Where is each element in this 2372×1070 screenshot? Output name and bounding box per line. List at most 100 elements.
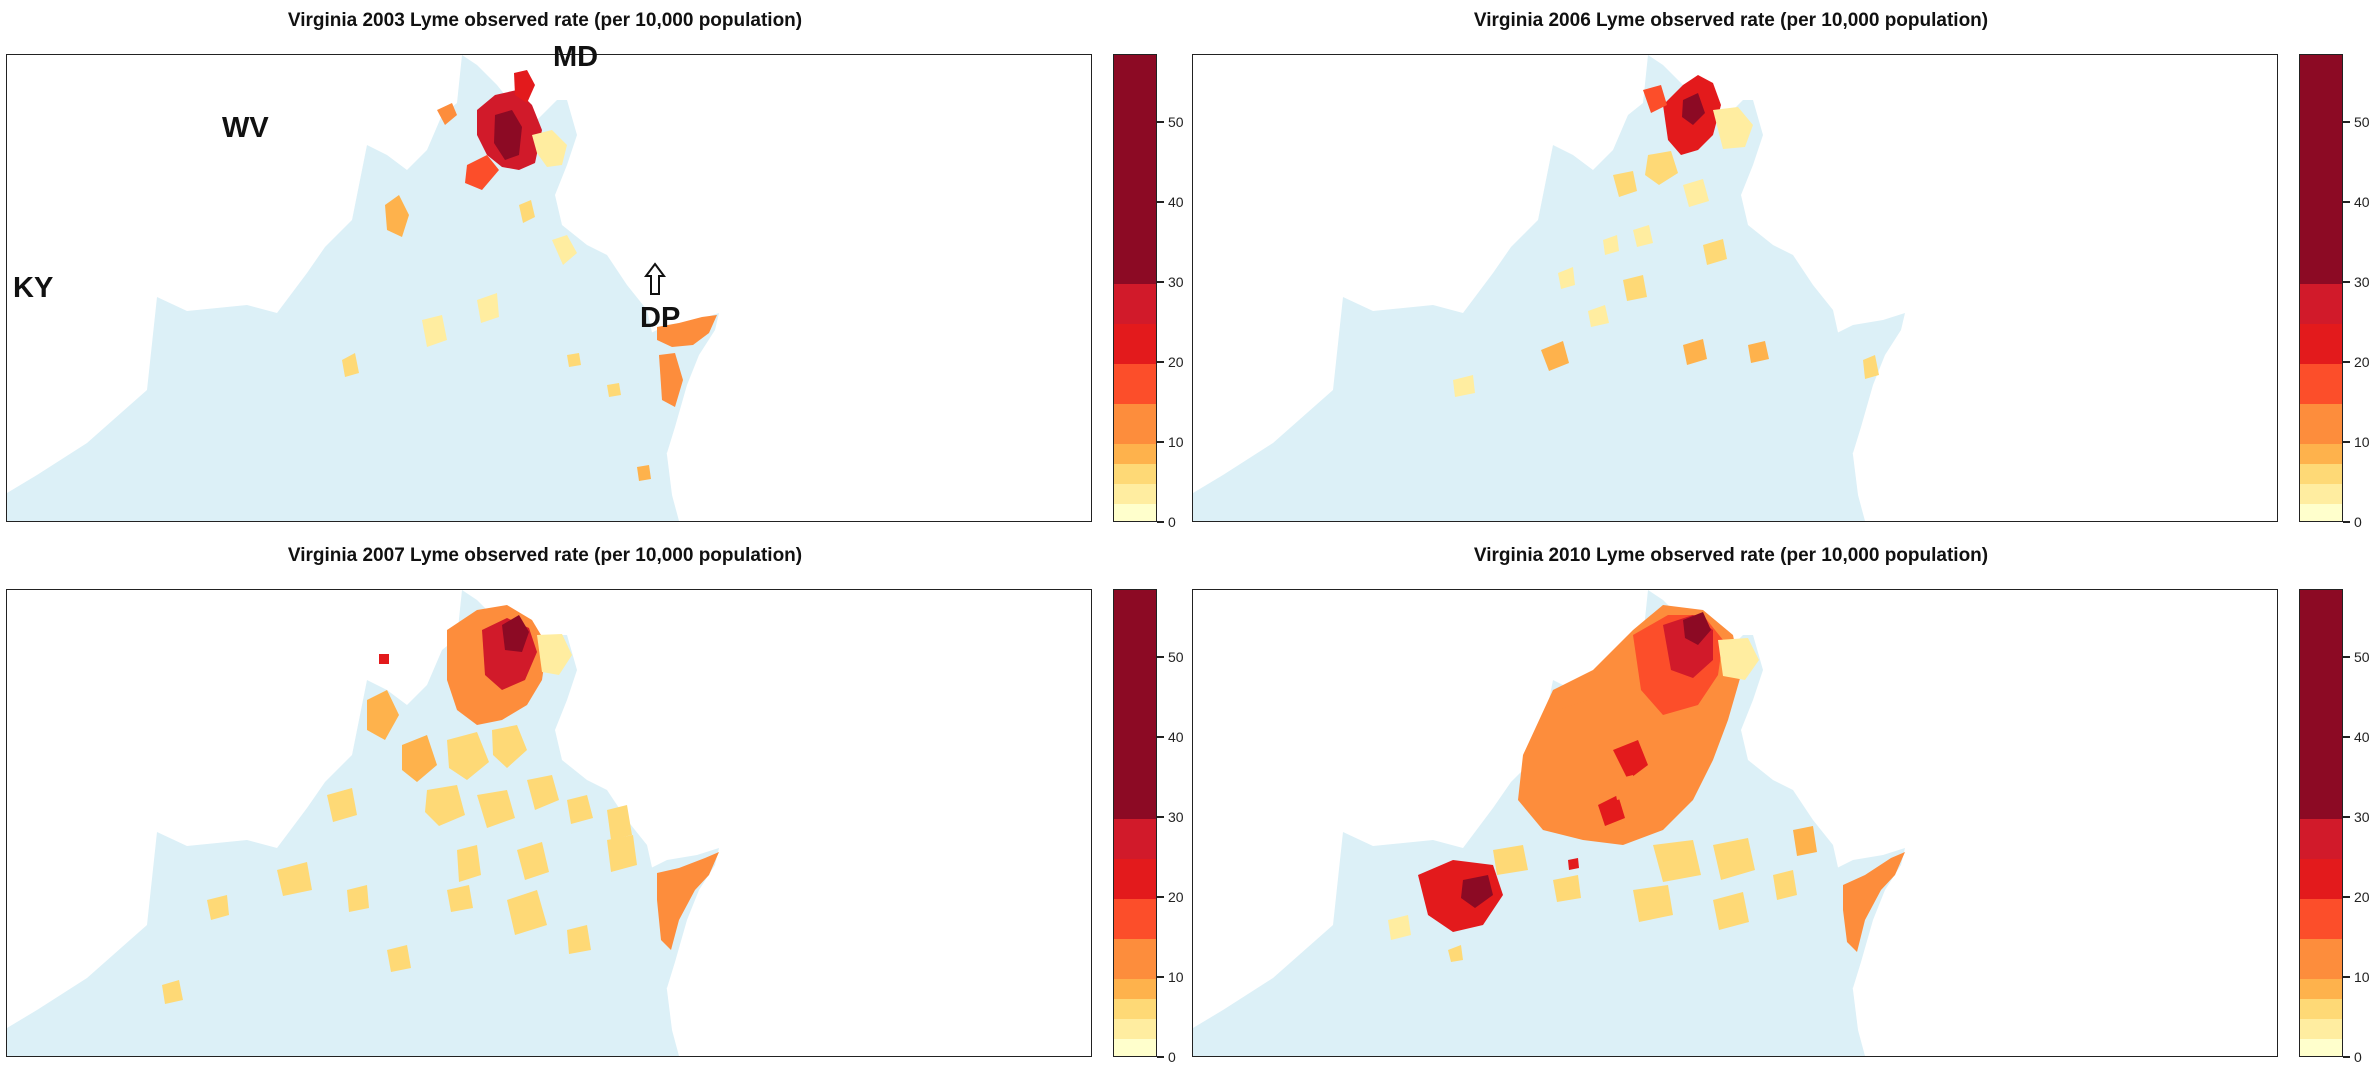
panel-title: Virginia 2003 Lyme observed rate (per 10… xyxy=(287,10,803,31)
region-fill xyxy=(1633,225,1653,247)
region-fill xyxy=(1683,612,1711,645)
colorbar-tick xyxy=(1157,441,1164,443)
colorbar-segment xyxy=(2300,403,2342,444)
colorbar-legend xyxy=(2299,589,2343,1057)
label-dp: DP xyxy=(640,302,681,334)
colorbar-segment xyxy=(2300,283,2342,324)
colorbar-tick-label: 0 xyxy=(1168,514,1176,530)
colorbar-tick-label: 0 xyxy=(2354,1049,2362,1065)
colorbar-legend xyxy=(1113,54,1157,522)
colorbar-segment xyxy=(2300,55,2342,284)
region-fill xyxy=(379,654,389,664)
colorbar-segment xyxy=(1114,818,1156,859)
region-fill xyxy=(1653,840,1701,882)
region-fill xyxy=(457,845,481,882)
region-fill xyxy=(1461,875,1493,908)
region-fill xyxy=(1588,305,1609,327)
label-ky: KY xyxy=(13,272,54,304)
panel-title: Virginia 2006 Lyme observed rate (per 10… xyxy=(1473,10,1989,31)
region-fill xyxy=(1388,915,1411,940)
colorbar-tick xyxy=(2343,441,2350,443)
region-fill xyxy=(1713,838,1755,880)
colorbar-tick-label: 50 xyxy=(2354,114,2370,130)
colorbar-segment xyxy=(1114,443,1156,464)
panel-title: Virginia 2010 Lyme observed rate (per 10… xyxy=(1473,545,1989,566)
colorbar-segment xyxy=(1114,1038,1156,1056)
region-fill xyxy=(659,353,683,407)
region-fill xyxy=(327,788,357,822)
region-fill xyxy=(1643,85,1667,113)
colorbar-segment xyxy=(1114,283,1156,324)
region-fill xyxy=(277,862,312,896)
region-fill xyxy=(1448,945,1463,962)
colorbar-tick xyxy=(1157,361,1164,363)
colorbar-tick-label: 30 xyxy=(1168,809,1184,825)
colorbar-segment xyxy=(2300,858,2342,899)
colorbar-tick-label: 30 xyxy=(1168,274,1184,290)
virginia-state-shape xyxy=(7,590,679,1056)
region-fill xyxy=(537,634,572,675)
colorbar-tick xyxy=(1157,816,1164,818)
colorbar-segment xyxy=(2300,503,2342,521)
panel-title: Virginia 2007 Lyme observed rate (per 10… xyxy=(287,545,803,566)
delmarva-peninsula-shape xyxy=(647,313,719,453)
region-fill xyxy=(492,725,527,768)
colorbar-tick-label: 10 xyxy=(1168,969,1184,985)
region-fill xyxy=(517,842,549,880)
region-fill xyxy=(162,980,183,1004)
colorbar-tick-label: 50 xyxy=(2354,649,2370,665)
colorbar-tick-label: 30 xyxy=(2354,809,2370,825)
region-fill xyxy=(1683,179,1709,207)
region-fill xyxy=(477,293,499,323)
region-fill xyxy=(1493,845,1528,875)
region-fill xyxy=(507,890,547,935)
colorbar-tick-label: 20 xyxy=(1168,889,1184,905)
map-frame xyxy=(1192,54,2278,522)
colorbar-segment xyxy=(1114,483,1156,504)
delmarva-peninsula-shape xyxy=(1833,313,1905,453)
region-fill xyxy=(447,885,473,912)
region-fill xyxy=(1748,341,1769,363)
region-fill xyxy=(1553,875,1581,902)
colorbar-tick-label: 40 xyxy=(1168,194,1184,210)
region-fill xyxy=(477,790,515,828)
colorbar-segment xyxy=(1114,463,1156,484)
region-fill xyxy=(422,315,447,347)
colorbar-segment xyxy=(1114,898,1156,939)
map-panel-2007: Virginia 2007 Lyme observed rate (per 10… xyxy=(0,535,1186,1070)
colorbar-tick xyxy=(2343,121,2350,123)
colorbar-segment xyxy=(2300,590,2342,819)
region-fill xyxy=(527,775,559,810)
colorbar-tick-label: 20 xyxy=(1168,354,1184,370)
colorbar-tick xyxy=(2343,896,2350,898)
colorbar-segment xyxy=(2300,938,2342,979)
colorbar-segment xyxy=(1114,323,1156,364)
region-fill xyxy=(607,805,632,840)
colorbar-legend xyxy=(2299,54,2343,522)
region-fill xyxy=(514,70,535,103)
region-fill xyxy=(1623,275,1647,301)
label-md: MD xyxy=(553,41,599,73)
region-fill xyxy=(1541,341,1569,371)
region-fill xyxy=(1558,267,1575,289)
colorbar-tick xyxy=(1157,656,1164,658)
region-fill xyxy=(1703,239,1727,265)
region-fill xyxy=(657,852,719,950)
colorbar-segment xyxy=(1114,998,1156,1019)
region-fill xyxy=(567,353,581,367)
colorbar-segment xyxy=(1114,1018,1156,1039)
region-fill xyxy=(567,795,593,824)
region-fill xyxy=(447,732,489,780)
map-panel-2003: Virginia 2003 Lyme observed rate (per 10… xyxy=(0,0,1186,535)
virginia-state-shape xyxy=(7,55,679,521)
colorbar-tick-label: 40 xyxy=(2354,729,2370,745)
colorbar-tick-label: 10 xyxy=(2354,434,2370,450)
region-fill xyxy=(607,835,637,872)
colorbar-segment xyxy=(1114,858,1156,899)
colorbar-tick xyxy=(1157,121,1164,123)
colorbar-tick xyxy=(1157,976,1164,978)
colorbar-tick-label: 50 xyxy=(1168,649,1184,665)
colorbar-tick-label: 50 xyxy=(1168,114,1184,130)
region-fill xyxy=(1683,339,1707,365)
region-fill xyxy=(1718,638,1759,680)
